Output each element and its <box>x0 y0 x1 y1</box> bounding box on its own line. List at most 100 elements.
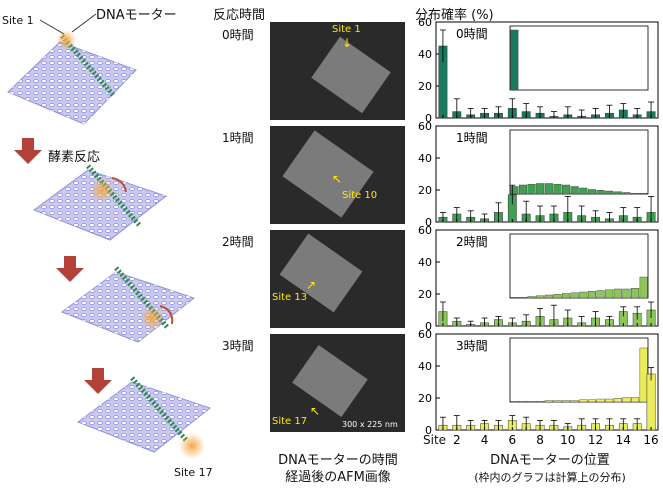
motor-pointer <box>71 13 97 33</box>
inset-bar-1-1 <box>518 184 527 195</box>
inset-bar-2-6 <box>562 293 571 299</box>
y-tick-label-0-3: 60 <box>418 16 432 29</box>
y-tick-label-0-2: 40 <box>418 48 432 61</box>
origami-sheet-4 <box>76 376 212 459</box>
y-tick-label-1-2: 40 <box>418 152 432 165</box>
y-tick-label-3-3: 60 <box>418 328 432 341</box>
y-tick-label-0-1: 20 <box>418 80 432 93</box>
inset-frame-0 <box>509 25 649 91</box>
inset-bar-3-7 <box>570 400 579 403</box>
y-tick-label-3-0: 0 <box>425 424 432 437</box>
inset-bar-2-2 <box>527 296 536 299</box>
time-label-1: 1時間 <box>222 131 254 145</box>
inset-bar-1-6 <box>562 184 571 195</box>
inset-bar-3-15 <box>639 347 648 403</box>
afm-image-2h: Site 13 ↗ <box>270 230 405 328</box>
x-axis-prefix: Site <box>423 433 447 447</box>
inset-bar-3-3 <box>536 401 545 403</box>
arrow-icon: ↓ <box>342 36 353 50</box>
x-tick-label-12: 12 <box>588 433 603 447</box>
chart-header: 分布確率 (%) <box>415 8 494 23</box>
y-tick-label-1-1: 20 <box>418 184 432 197</box>
inset-bar-2-5 <box>553 294 562 299</box>
afm-image-0h: Site 1 ↓ <box>270 22 405 120</box>
arrow-icon: ↖ <box>310 404 321 418</box>
x-tick-label-8: 8 <box>536 433 544 447</box>
inset-bar-1-10 <box>596 190 605 195</box>
y-tick-label-2-3: 60 <box>418 224 432 237</box>
time-label-2: 2時間 <box>222 235 254 249</box>
y-tick-label-1-3: 60 <box>418 120 432 133</box>
inset-bar-3-8 <box>579 399 588 403</box>
y-tick-label-0-0: 0 <box>425 112 432 125</box>
inset-bar-2-13 <box>622 288 631 299</box>
inset-bar-3-4 <box>544 400 553 403</box>
inset-bar-2-3 <box>536 295 545 299</box>
y-tick-label-2-0: 0 <box>425 320 432 333</box>
origami-illustration <box>7 13 212 459</box>
origami-sheet-1 <box>7 30 137 125</box>
x-axis-subtitle: (枠内のグラフは計算上の分布) <box>474 471 626 484</box>
inset-bar-1-4 <box>544 183 553 195</box>
x-tick-label-10: 10 <box>560 433 575 447</box>
inset-bar-2-10 <box>596 290 605 299</box>
panel-label-3: 3時間 <box>456 339 488 353</box>
inset-bar-2-7 <box>570 292 579 299</box>
site1-pointer <box>39 19 65 35</box>
afm-caption-line1: DNAモーターの時間 <box>278 453 398 468</box>
inset-bar-3-6 <box>562 400 571 403</box>
site17-label: Site 17 <box>174 466 213 479</box>
inset-bar-1-9 <box>587 189 596 195</box>
x-tick-label-4: 4 <box>481 433 489 447</box>
x-tick-label-14: 14 <box>616 433 631 447</box>
x-tick-label-2: 2 <box>453 433 461 447</box>
inset-bar-1-7 <box>570 186 579 195</box>
inset-bar-1-14 <box>631 193 640 195</box>
y-tick-label-1-0: 0 <box>425 216 432 229</box>
inset-bar-1-0 <box>510 186 519 195</box>
x-tick-label-6: 6 <box>508 433 516 447</box>
y-tick-label-3-2: 40 <box>418 360 432 373</box>
y-tick-label-2-1: 20 <box>418 288 432 301</box>
inset-frame-3 <box>509 337 649 403</box>
distribution-charts: 0 20 40 60 0時間 0 20 40 60 1時間 0 20 40 60 2時間 0 20 40 60 3時間… <box>418 16 659 447</box>
inset-bar-3-10 <box>596 398 605 403</box>
origami-sheet-2 <box>32 164 168 241</box>
inset-bar-1-15 <box>639 193 648 195</box>
y-tick-label-3-1: 20 <box>418 392 432 405</box>
reaction-time-header: 反応時間 <box>213 8 266 23</box>
inset-bar-2-4 <box>544 294 553 299</box>
inset-bar-2-0 <box>510 297 519 299</box>
enzyme-reaction-label: 酵素反応 <box>48 150 101 165</box>
inset-bar-1-2 <box>527 184 536 195</box>
x-axis-title: DNAモーターの位置 <box>490 453 610 468</box>
inset-bar-1-3 <box>536 183 545 195</box>
inset-bar-3-13 <box>622 397 631 403</box>
inset-frame-2 <box>509 233 649 299</box>
x-tick-label-16: 16 <box>643 433 658 447</box>
inset-bar-3-2 <box>527 401 536 403</box>
inset-bar-2-12 <box>613 288 622 299</box>
reaction-arrows <box>14 138 112 394</box>
dna-motor-label: DNAモーター <box>96 8 177 23</box>
afm-image-3h: Site 17 ↖ 300 x 225 nm <box>270 334 405 432</box>
panel-label-1: 1時間 <box>456 131 488 145</box>
inset-frame-1 <box>509 129 649 195</box>
panel-label-0: 0時間 <box>456 27 488 41</box>
inset-bar-3-1 <box>518 401 527 403</box>
afm-site-label-0: Site 1 <box>332 24 361 35</box>
afm-caption-line2: 経過後のAFM画像 <box>285 470 391 485</box>
origami-sheet-3 <box>60 266 196 343</box>
inset-bar-3-5 <box>553 400 562 403</box>
site1-label: Site 1 <box>2 14 34 27</box>
panel-label-2: 2時間 <box>456 235 488 249</box>
time-label-3: 3時間 <box>222 339 254 353</box>
inset-bar-1-11 <box>605 190 614 195</box>
inset-bar-2-11 <box>605 289 614 299</box>
inset-bar-3-11 <box>605 398 614 403</box>
afm-image-1h: Site 10 ↖ <box>270 126 405 224</box>
arrow-icon: ↖ <box>332 172 343 186</box>
arrow-icon: ↗ <box>306 278 317 292</box>
inset-bar-2-14 <box>631 288 640 299</box>
afm-caption: DNAモーターの時間 経過後のAFM画像 <box>258 452 418 486</box>
